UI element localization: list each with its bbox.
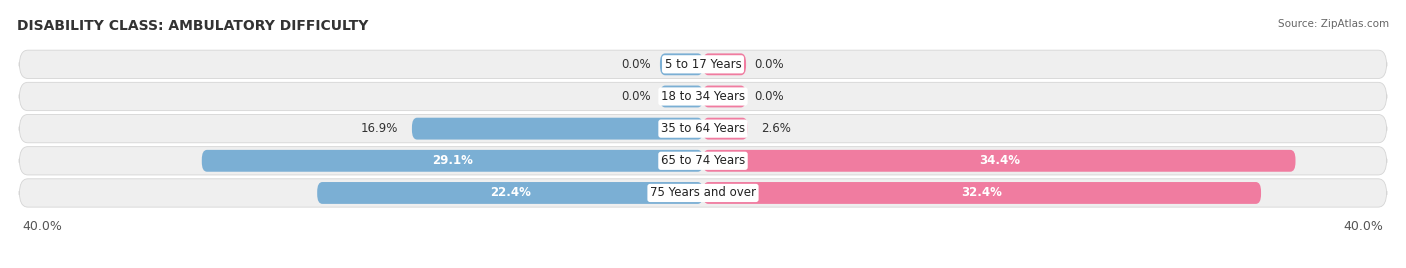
Text: 40.0%: 40.0%	[1344, 220, 1384, 233]
Text: 18 to 34 Years: 18 to 34 Years	[661, 90, 745, 103]
FancyBboxPatch shape	[703, 182, 1261, 204]
Text: 5 to 17 Years: 5 to 17 Years	[665, 58, 741, 71]
FancyBboxPatch shape	[703, 85, 747, 107]
FancyBboxPatch shape	[703, 53, 747, 75]
FancyBboxPatch shape	[659, 85, 703, 107]
FancyBboxPatch shape	[20, 82, 1386, 111]
Text: 22.4%: 22.4%	[489, 187, 530, 199]
FancyBboxPatch shape	[20, 50, 1386, 79]
Text: 40.0%: 40.0%	[22, 220, 62, 233]
FancyBboxPatch shape	[20, 179, 1386, 207]
Text: 75 Years and over: 75 Years and over	[650, 187, 756, 199]
Text: 29.1%: 29.1%	[432, 154, 472, 167]
Text: 34.4%: 34.4%	[979, 154, 1019, 167]
Text: DISABILITY CLASS: AMBULATORY DIFFICULTY: DISABILITY CLASS: AMBULATORY DIFFICULTY	[17, 19, 368, 33]
Text: 0.0%: 0.0%	[621, 90, 651, 103]
Text: 0.0%: 0.0%	[621, 58, 651, 71]
Text: 2.6%: 2.6%	[762, 122, 792, 135]
FancyBboxPatch shape	[703, 118, 748, 140]
FancyBboxPatch shape	[20, 147, 1386, 175]
Text: 0.0%: 0.0%	[755, 90, 785, 103]
Text: 32.4%: 32.4%	[962, 187, 1002, 199]
Text: 16.9%: 16.9%	[361, 122, 398, 135]
Text: Source: ZipAtlas.com: Source: ZipAtlas.com	[1278, 19, 1389, 29]
FancyBboxPatch shape	[703, 150, 1295, 172]
FancyBboxPatch shape	[412, 118, 703, 140]
Text: 0.0%: 0.0%	[755, 58, 785, 71]
FancyBboxPatch shape	[202, 150, 703, 172]
Text: 35 to 64 Years: 35 to 64 Years	[661, 122, 745, 135]
FancyBboxPatch shape	[318, 182, 703, 204]
Text: 65 to 74 Years: 65 to 74 Years	[661, 154, 745, 167]
FancyBboxPatch shape	[659, 53, 703, 75]
FancyBboxPatch shape	[20, 114, 1386, 143]
